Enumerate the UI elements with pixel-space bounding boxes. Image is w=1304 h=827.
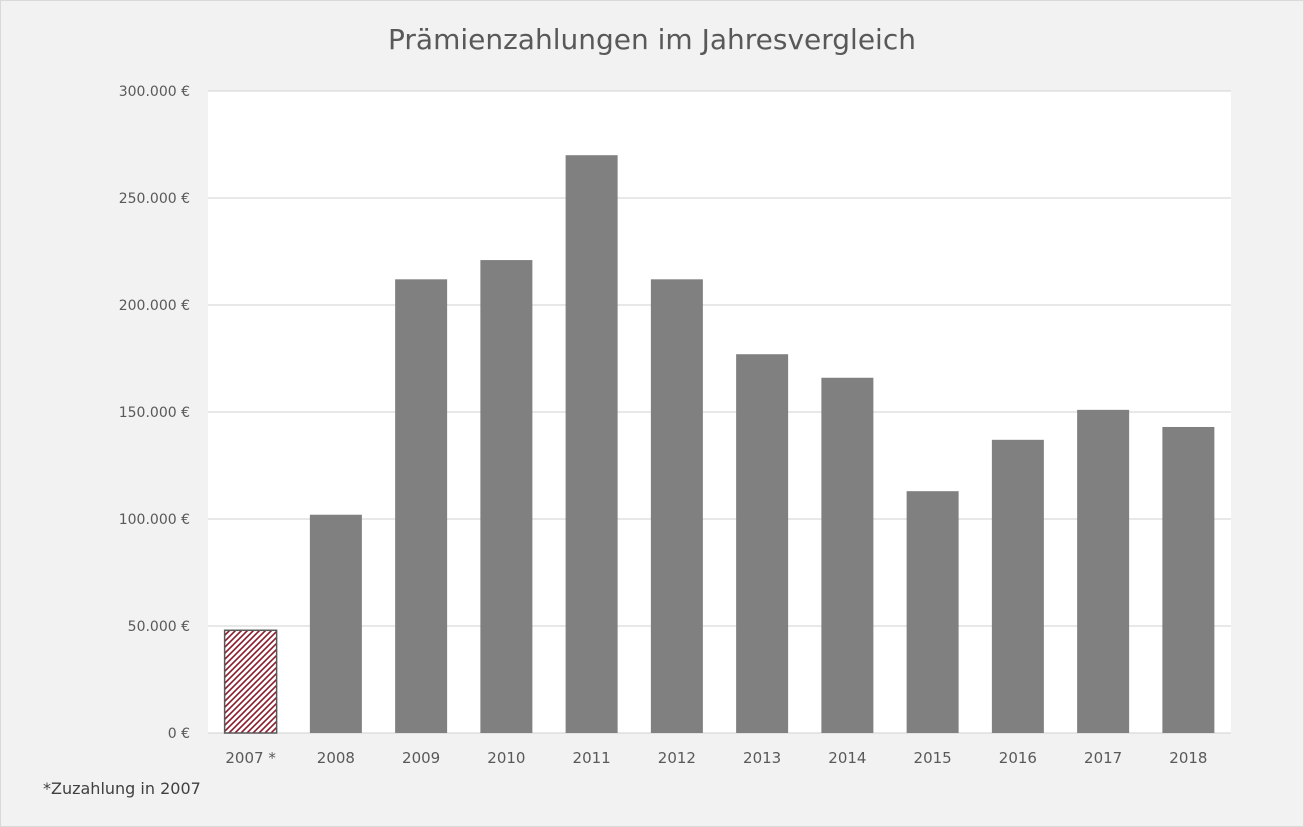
y-tick-label: 100.000 € <box>119 512 190 528</box>
bars <box>223 155 1215 734</box>
bar-2013 <box>736 354 789 733</box>
bar-2010 <box>480 260 533 733</box>
y-tick-label: 0 € <box>168 726 190 742</box>
y-tick-label: 300.000 € <box>119 84 190 100</box>
x-tick-label: 2012 <box>658 749 696 767</box>
bar-2008 <box>309 514 362 733</box>
x-tick-label: 2011 <box>573 749 611 767</box>
x-axis-category-labels: 2007 * 2008 2009 2010 2011 2012 2013 2014 2015 20… <box>225 749 1207 767</box>
y-tick-label: 250.000 € <box>119 191 190 207</box>
x-tick-label: 2015 <box>914 749 952 767</box>
bar-2014 <box>821 377 874 733</box>
bar-2009 <box>395 279 448 733</box>
bar-2012 <box>650 279 703 733</box>
x-tick-label: 2014 <box>828 749 866 767</box>
bar-2007 <box>223 629 278 734</box>
x-tick-label: 2013 <box>743 749 781 767</box>
x-tick-label: 2016 <box>999 749 1037 767</box>
chart-title: Prämienzahlungen im Jahresvergleich <box>388 23 916 56</box>
bar-2017 <box>1077 409 1130 733</box>
x-tick-label: 2010 <box>487 749 525 767</box>
gridlines <box>208 90 1231 734</box>
x-tick-label: 2018 <box>1169 749 1207 767</box>
footnote: *Zuzahlung in 2007 <box>43 779 201 798</box>
x-tick-label: 2017 <box>1084 749 1122 767</box>
x-tick-label: 2007 * <box>225 749 276 767</box>
y-tick-label: 200.000 € <box>119 298 190 314</box>
x-tick-label: 2008 <box>317 749 355 767</box>
y-axis-tick-labels: 0 € 50.000 € 100.000 € 150.000 € 200.000 € 25… <box>119 84 190 742</box>
x-tick-label: 2009 <box>402 749 440 767</box>
bar-2018 <box>1162 426 1215 733</box>
bar-2011 <box>565 155 618 733</box>
bar-2015 <box>906 491 959 733</box>
bar-2016 <box>991 439 1044 733</box>
y-tick-label: 150.000 € <box>119 405 190 421</box>
y-tick-label: 50.000 € <box>128 619 190 635</box>
